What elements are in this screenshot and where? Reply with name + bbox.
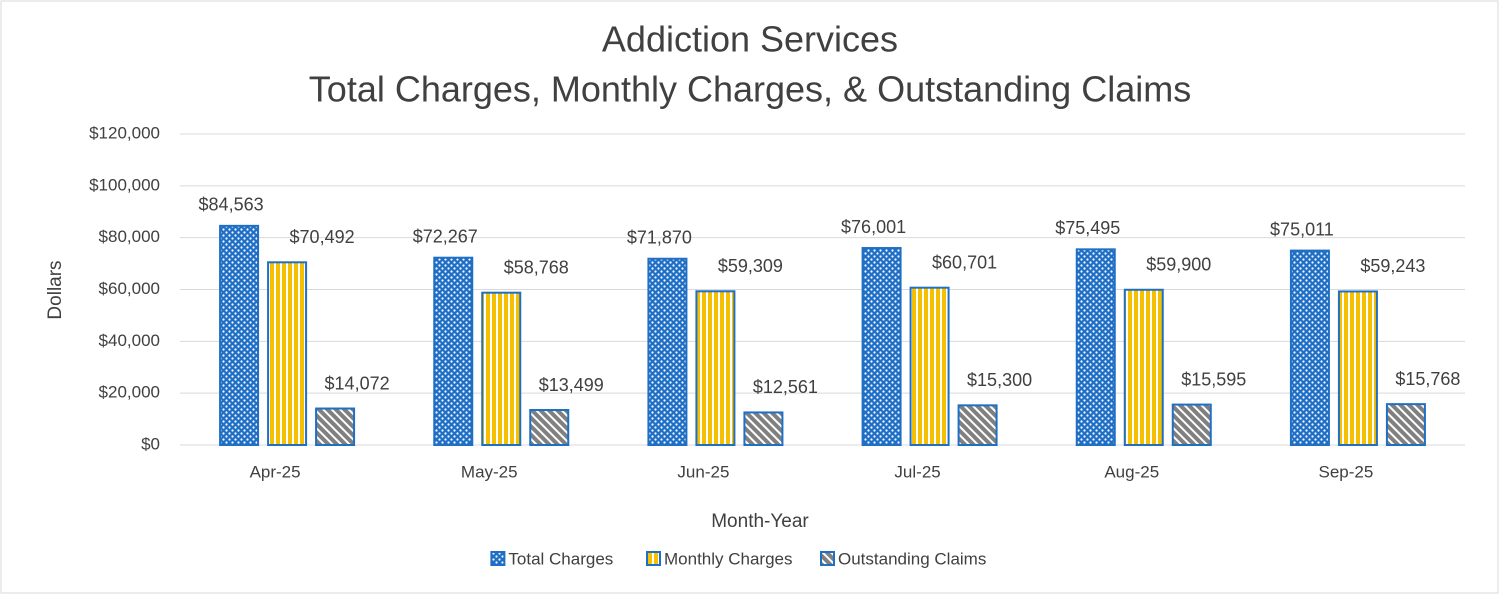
- legend-label: Monthly Charges: [664, 549, 793, 568]
- value-label: $70,492: [290, 227, 355, 247]
- bar: [861, 247, 902, 446]
- value-label: $59,243: [1360, 256, 1425, 276]
- value-label: $15,768: [1395, 369, 1460, 389]
- bar: [647, 257, 688, 446]
- chart-subtitle: Total Charges, Monthly Charges, & Outsta…: [309, 69, 1191, 110]
- x-tick-label: Jul-25: [894, 462, 940, 481]
- value-label: $75,495: [1055, 218, 1120, 238]
- x-tick-label: Aug-25: [1104, 462, 1159, 481]
- bar: [695, 290, 736, 446]
- legend-swatch: [646, 551, 661, 566]
- bar: [1075, 248, 1116, 446]
- legend-label: Outstanding Claims: [838, 549, 986, 568]
- y-tick-label: $100,000: [89, 175, 160, 194]
- bar: [1123, 288, 1164, 446]
- value-label: $84,563: [199, 195, 264, 215]
- x-tick-label: May-25: [461, 462, 518, 481]
- y-axis-title: Dollars: [45, 260, 66, 319]
- chart-title: Addiction Services: [602, 19, 898, 60]
- legend-label: Total Charges: [508, 549, 613, 568]
- x-tick-label: Apr-25: [250, 462, 301, 481]
- bar: [743, 411, 784, 446]
- value-label: $15,300: [967, 370, 1032, 390]
- value-label: $75,011: [1270, 219, 1334, 239]
- bar: [1385, 403, 1426, 447]
- y-tick-label: $80,000: [99, 227, 160, 246]
- y-tick-label: $60,000: [99, 279, 160, 298]
- value-label: $58,768: [504, 257, 569, 277]
- value-label: $13,499: [539, 375, 604, 395]
- bar: [481, 291, 522, 446]
- y-tick-label: $20,000: [99, 383, 160, 402]
- y-tick-label: $0: [141, 434, 160, 453]
- value-label: $59,309: [718, 256, 783, 276]
- y-tick-label: $120,000: [89, 123, 160, 142]
- value-label: $15,595: [1181, 369, 1246, 389]
- bar: [957, 404, 998, 447]
- x-tick-label: Sep-25: [1319, 462, 1374, 481]
- bar: [909, 286, 950, 446]
- bar: [315, 407, 356, 446]
- legend-swatch: [490, 551, 506, 566]
- bar: [1289, 249, 1330, 446]
- value-label: $76,001: [841, 217, 906, 237]
- x-axis-title: Month-Year: [711, 511, 809, 532]
- bar: [1171, 403, 1212, 446]
- value-label: $14,072: [325, 373, 390, 393]
- x-tick-label: Jun-25: [677, 462, 729, 481]
- value-label: $71,870: [627, 227, 692, 247]
- bar: [529, 409, 570, 447]
- value-label: $59,900: [1146, 255, 1211, 275]
- bar: [1337, 290, 1378, 446]
- bar: [219, 224, 260, 446]
- value-label: $72,267: [413, 226, 478, 246]
- bar: [267, 261, 308, 446]
- y-tick-label: $40,000: [99, 331, 160, 350]
- legend-swatch: [820, 551, 835, 566]
- bar: [433, 256, 474, 447]
- value-label: $12,561: [753, 377, 818, 397]
- value-label: $60,701: [932, 252, 997, 272]
